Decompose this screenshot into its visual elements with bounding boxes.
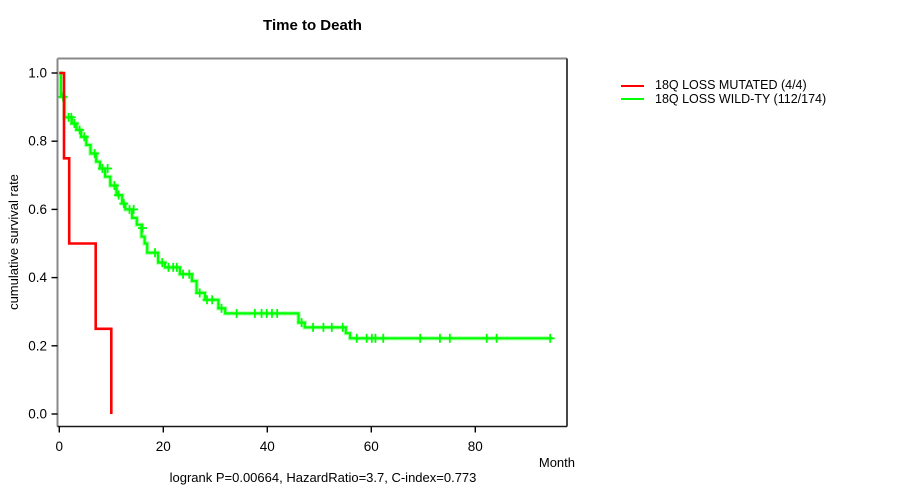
x-axis-tick-label: 20 (156, 439, 171, 454)
x-axis-label: Month (538, 455, 575, 470)
legend-label-mutated: 18Q LOSS MUTATED (4/4) (655, 78, 807, 92)
x-axis-tick-label: 40 (260, 439, 275, 454)
x-axis-tick-label: 0 (56, 439, 64, 454)
x-axis-tick-label: 60 (364, 439, 379, 454)
legend-item-mutated: 18Q LOSS MUTATED (4/4) (621, 78, 826, 93)
x-axis-tick-label: 80 (468, 439, 483, 454)
legend: 18Q LOSS MUTATED (4/4) 18Q LOSS WILD-TY … (621, 78, 827, 107)
y-axis-tick-label: 0.6 (28, 202, 47, 217)
chart-title: Time to Death (263, 17, 362, 34)
stats-caption: logrank P=0.00664, HazardRatio=3.7, C-in… (169, 470, 477, 485)
y-axis-tick-label: 0.2 (28, 338, 47, 353)
survival-curve-mutated (59, 71, 113, 414)
legend-line-mutated (621, 84, 644, 87)
legend-line-wildtype (621, 98, 644, 101)
y-axis-tick-label: 0.8 (28, 134, 47, 149)
y-axis-label: cumulative survival rate (6, 174, 21, 310)
legend-label-wildtype: 18Q LOSS WILD-TY (112/174) (655, 91, 827, 106)
y-axis-tick-label: 0.0 (28, 407, 47, 422)
legend-item-wildtype: 18Q LOSS WILD-TY (112/174) (621, 91, 827, 107)
y-axis-tick-label: 1.0 (28, 66, 47, 81)
y-axis-tick-label: 0.4 (28, 270, 47, 285)
